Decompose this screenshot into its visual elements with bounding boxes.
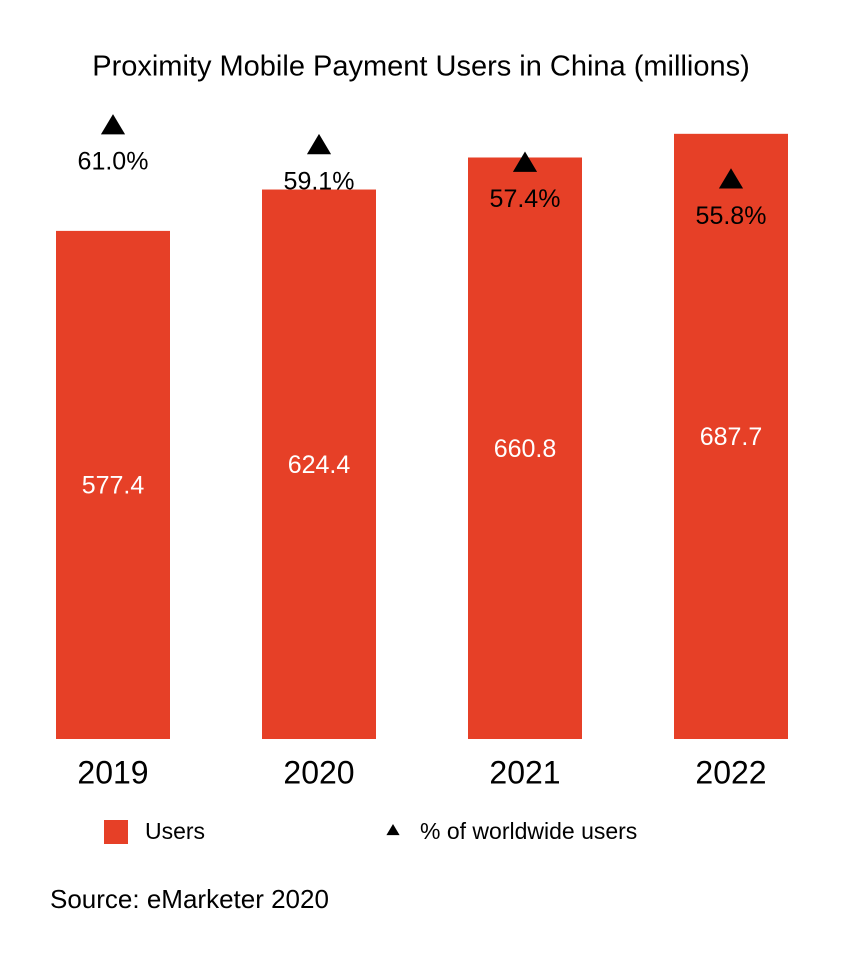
x-tick-label: 2022 <box>695 754 766 790</box>
legend-marker <box>386 824 400 836</box>
marker-value-label: 55.8% <box>696 202 767 230</box>
bar <box>674 133 788 740</box>
bar <box>56 230 170 739</box>
marker-value-label: 61.0% <box>78 148 149 176</box>
x-tick-label: 2021 <box>489 754 560 790</box>
legend-label: Users <box>145 818 205 844</box>
marker <box>100 114 126 135</box>
marker <box>718 168 744 189</box>
bar-value-label: 687.7 <box>700 423 763 451</box>
legend-label: % of worldwide users <box>420 818 637 844</box>
bar-value-label: 577.4 <box>82 472 145 500</box>
x-tick-label: 2020 <box>283 754 354 790</box>
marker-value-label: 59.1% <box>284 167 355 195</box>
marker <box>306 133 332 155</box>
bar-value-label: 624.4 <box>288 451 351 479</box>
legend-swatch <box>104 820 128 844</box>
marker-value-label: 57.4% <box>490 185 561 213</box>
chart-title: Proximity Mobile Payment Users in China … <box>92 51 750 83</box>
x-tick-label: 2019 <box>77 754 148 790</box>
source: Source: eMarketer 2020 <box>50 884 329 914</box>
bar <box>468 157 582 740</box>
marker <box>512 151 538 172</box>
bar <box>262 189 376 739</box>
bar-value-label: 660.8 <box>494 435 557 463</box>
